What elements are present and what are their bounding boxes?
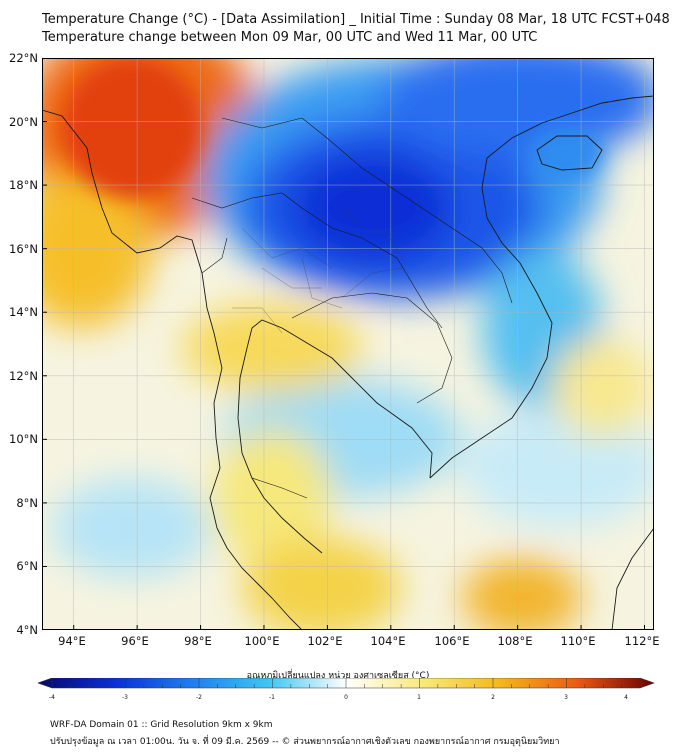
lat-tick-label: 10°N [9, 432, 38, 446]
lon-tick-marks [73, 625, 645, 630]
lon-tick-label: 98°E [184, 634, 212, 648]
coastline-gulf [246, 319, 433, 479]
border-laos-vietnam [301, 117, 513, 304]
lat-tick-label: 4°N [16, 623, 38, 637]
warm-area-central-thailand [182, 303, 362, 393]
lat-tick-label: 14°N [9, 305, 38, 319]
lon-tick-label: 106°E [434, 634, 470, 648]
colorbar-tick-label: 2 [491, 694, 495, 701]
cold-area-deep [292, 153, 452, 263]
warm-area-peninsula [212, 428, 332, 568]
lon-tick-label: 102°E [307, 634, 343, 648]
warm-area-east [552, 338, 652, 438]
border-thailand-myanmar [201, 237, 228, 274]
colorbar-tick-marks [51, 678, 641, 688]
country-borders [191, 117, 513, 499]
temperature-change-map [42, 58, 654, 630]
coastline-borneo [611, 527, 654, 630]
border-china-laos [221, 117, 303, 129]
footer-update-info: ปรับปรุงข้อมูล ณ เวลา 01:00น. วัน จ. ที่… [50, 737, 560, 747]
border-cambodia [291, 292, 453, 404]
lat-tick-label: 20°N [9, 115, 38, 129]
lon-tick-label: 104°E [370, 634, 406, 648]
warm-core-northwest [62, 58, 202, 198]
lat-tick-label: 18°N [9, 178, 38, 192]
colorbar-tick-label: 4 [624, 694, 628, 701]
province-borders [232, 207, 403, 334]
lat-tick-label: 16°N [9, 242, 38, 256]
colorbar-tick-label: 0 [344, 694, 348, 701]
warm-area-west [42, 168, 152, 328]
lat-tick-label: 22°N [9, 51, 38, 65]
graticule [42, 58, 654, 630]
border-thailand-laos [191, 192, 443, 329]
lon-tick-label: 94°E [58, 634, 86, 648]
coastline-china [541, 95, 654, 124]
coastline-hainan [536, 135, 603, 171]
coastline-vietnam [429, 122, 553, 479]
coastline-peninsula [216, 527, 303, 630]
colorbar-tick-label: -3 [122, 694, 128, 701]
footer-domain-info: WRF-DA Domain 01 :: Grid Resolution 9km … [50, 720, 273, 730]
lon-tick-label: 96°E [121, 634, 149, 648]
chart-title-line1: Temperature Change (°C) - [Data Assimila… [42, 12, 670, 27]
colorbar [38, 678, 655, 689]
lon-tick-label: 108°E [497, 634, 533, 648]
chart-title-line2: Temperature change between Mon 09 Mar, 0… [42, 30, 538, 45]
colorbar-tick-label: -1 [269, 694, 275, 701]
lat-tick-label: 6°N [16, 559, 38, 573]
colorbar-tick-label: -4 [49, 694, 55, 701]
lon-tick-label: 100°E [244, 634, 280, 648]
colorbar-tick-label: 1 [417, 694, 421, 701]
cold-core-hainan [532, 128, 602, 178]
lon-tick-label: 110°E [560, 634, 596, 648]
lon-tick-label: 112°E [624, 634, 660, 648]
colorbar-tick-label: -2 [196, 694, 202, 701]
lat-tick-label: 12°N [9, 369, 38, 383]
coastline-myanmar [42, 109, 223, 529]
warm-area-southeast [462, 558, 582, 630]
border-malaysia [251, 477, 308, 499]
colorbar-label: อุณหภูมิเปลี่ยนแปลง หน่วย องศาเซลเซียส (… [246, 671, 430, 681]
warm-area-south [242, 538, 402, 630]
colorbar-tick-label: 3 [564, 694, 568, 701]
map-frame [42, 58, 654, 630]
lat-tick-marks [42, 58, 47, 630]
cool-area-sea-southwest [52, 478, 212, 578]
cool-area-southeast [462, 408, 654, 528]
lat-tick-label: 8°N [16, 496, 38, 510]
